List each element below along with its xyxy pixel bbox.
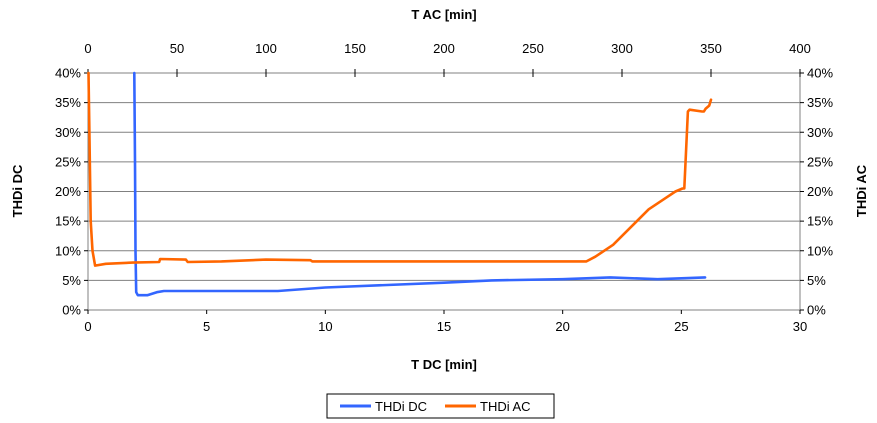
y-left-tick-label-4: 20% [55,184,81,199]
y-left-tick-label-0: 0% [62,303,81,318]
bottom-x-axis-title: T DC [min] [411,357,477,372]
x-top-tick-label-0: 0 [84,41,91,56]
y-right-tick-label-1: 5% [807,273,826,288]
y-right-tick-label-7: 35% [807,95,833,110]
axes: 0% 5% 10% 15% 20% 25% 30% 35% 40% 0% 5% 10% 15% 20% 25… [55,41,833,334]
series-line-thdi-dc [133,71,707,297]
x-top-tick-label-5: 250 [522,41,544,56]
y-right-tick-label-5: 25% [807,154,833,169]
right-y-axis-title: THDi AC [854,164,869,217]
x-bottom-tick-label-1: 5 [203,319,210,334]
y-left-tick-label-1: 5% [62,273,81,288]
x-bottom-tick-label-2: 10 [318,319,332,334]
x-bottom-tick-label-3: 15 [437,319,451,334]
top-x-axis-title: T AC [min] [411,7,476,22]
x-bottom-tick-label-4: 20 [555,319,569,334]
x-top-tick-label-3: 150 [344,41,366,56]
x-top-tick-label-4: 200 [433,41,455,56]
y-right-tick-label-8: 40% [807,66,833,81]
series-lines [87,71,713,297]
x-top-tick-label-7: 350 [700,41,722,56]
y-right-tick-label-6: 30% [807,125,833,140]
x-bottom-tick-label-5: 25 [674,319,688,334]
legend: THDi DC THDi AC [326,393,555,419]
y-left-tick-label-3: 15% [55,214,81,229]
x-bottom-tick-label-0: 0 [84,319,91,334]
x-top-tick-label-1: 50 [170,41,184,56]
y-left-tick-label-8: 40% [55,66,81,81]
legend-label-thdi-dc: THDi DC [375,399,427,414]
series-line-thdi-ac [87,71,713,267]
left-y-axis-title: THDi DC [10,164,25,217]
x-top-tick-label-2: 100 [255,41,277,56]
y-right-tick-label-3: 15% [807,214,833,229]
y-right-tick-label-0: 0% [807,303,826,318]
y-left-tick-label-5: 25% [55,154,81,169]
x-top-tick-label-6: 300 [611,41,633,56]
gridlines [88,102,800,281]
y-left-tick-label-2: 10% [55,243,81,258]
y-left-tick-label-6: 30% [55,125,81,140]
legend-label-thdi-ac: THDi AC [480,399,531,414]
y-right-tick-label-4: 20% [807,184,833,199]
x-top-tick-label-8: 400 [789,41,811,56]
y-right-tick-label-2: 10% [807,243,833,258]
y-left-tick-label-7: 35% [55,95,81,110]
x-bottom-tick-label-6: 30 [793,319,807,334]
